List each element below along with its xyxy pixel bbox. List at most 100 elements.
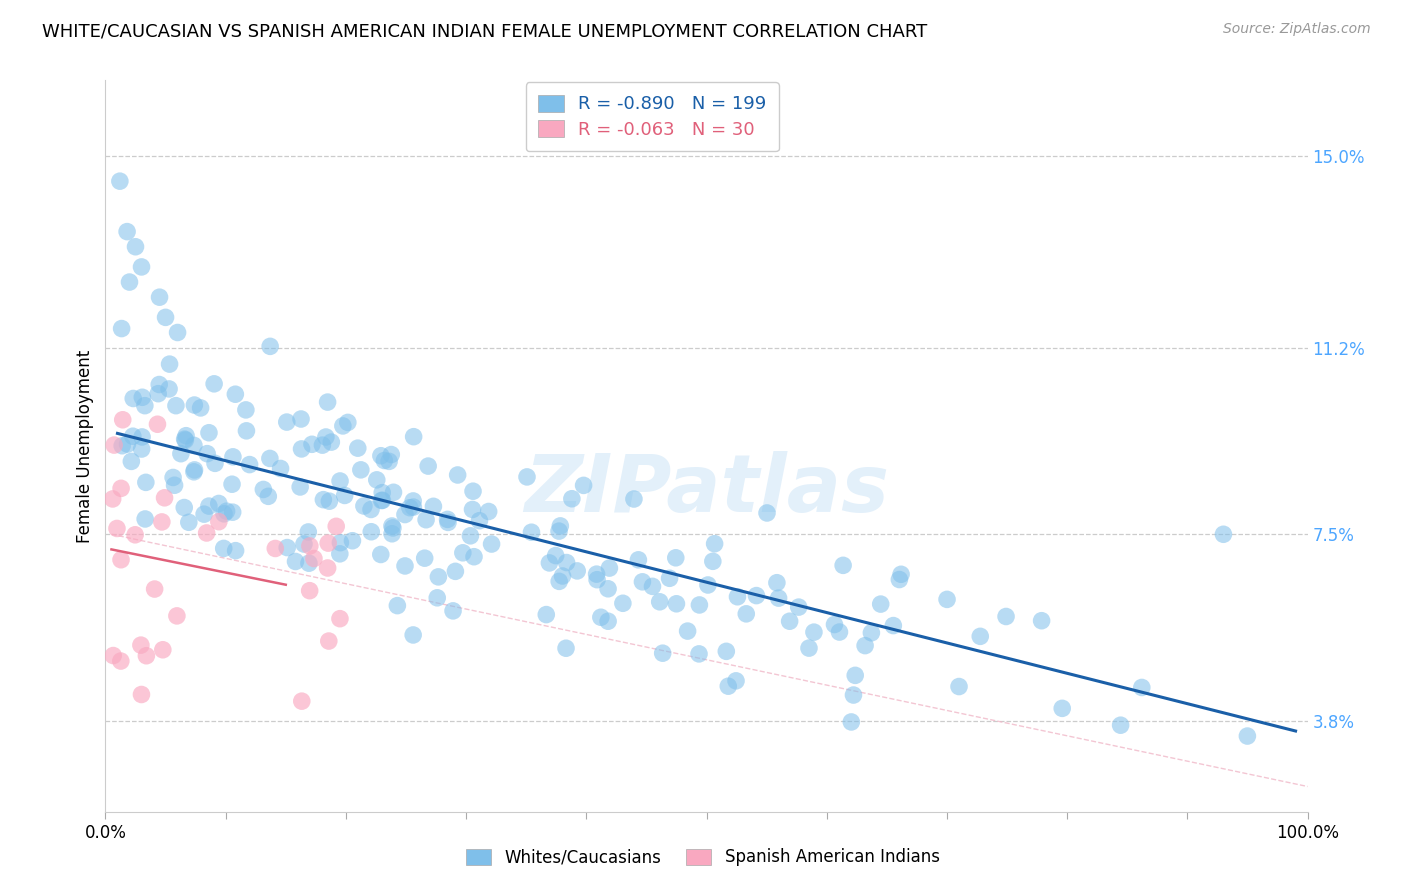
Point xyxy=(333,488,356,502)
Point xyxy=(370,493,392,508)
Point xyxy=(371,493,394,508)
Point xyxy=(221,477,243,491)
Point xyxy=(108,174,131,188)
Point xyxy=(803,625,825,640)
Point xyxy=(422,500,444,514)
Point xyxy=(882,618,904,632)
Point xyxy=(727,590,749,604)
Point xyxy=(146,417,169,432)
Point xyxy=(936,592,959,607)
Point xyxy=(208,515,231,529)
Point xyxy=(415,513,437,527)
Point xyxy=(394,508,416,522)
Point xyxy=(336,416,359,430)
Point xyxy=(208,496,231,510)
Point xyxy=(890,567,912,582)
Point xyxy=(1236,729,1258,743)
Point xyxy=(316,561,339,575)
Point xyxy=(290,412,312,426)
Point xyxy=(745,589,768,603)
Point xyxy=(688,647,710,661)
Point xyxy=(1212,527,1234,541)
Point xyxy=(183,398,205,412)
Point xyxy=(166,608,188,623)
Point xyxy=(697,578,720,592)
Point xyxy=(332,418,354,433)
Point xyxy=(225,543,247,558)
Point xyxy=(135,475,157,490)
Point xyxy=(623,491,645,506)
Point xyxy=(598,614,620,628)
Point xyxy=(381,526,404,541)
Point xyxy=(451,546,474,560)
Point xyxy=(174,428,197,442)
Point xyxy=(155,310,177,325)
Point xyxy=(869,597,891,611)
Point xyxy=(276,415,298,429)
Point xyxy=(111,439,134,453)
Point xyxy=(165,399,187,413)
Text: ZIPatlas: ZIPatlas xyxy=(524,450,889,529)
Point xyxy=(631,574,654,589)
Point xyxy=(148,290,170,304)
Point xyxy=(589,610,612,624)
Point xyxy=(235,424,257,438)
Point xyxy=(550,519,572,533)
Point xyxy=(302,551,325,566)
Point xyxy=(157,382,180,396)
Point xyxy=(544,549,567,563)
Point xyxy=(387,599,409,613)
Point xyxy=(212,541,235,556)
Point xyxy=(561,491,583,506)
Point xyxy=(135,648,157,663)
Point xyxy=(276,541,298,555)
Point xyxy=(797,641,820,656)
Point xyxy=(441,604,464,618)
Point xyxy=(148,386,170,401)
Point xyxy=(536,607,558,622)
Point xyxy=(152,642,174,657)
Point xyxy=(370,449,392,463)
Point xyxy=(717,679,740,693)
Point xyxy=(316,395,339,409)
Point xyxy=(585,567,607,582)
Point xyxy=(353,499,375,513)
Point xyxy=(153,491,176,505)
Point xyxy=(183,463,205,477)
Point xyxy=(463,549,485,564)
Point xyxy=(598,561,620,575)
Point xyxy=(716,644,738,658)
Point xyxy=(329,612,352,626)
Point xyxy=(381,521,404,535)
Point xyxy=(163,478,186,492)
Point xyxy=(224,387,246,401)
Point xyxy=(641,579,664,593)
Point xyxy=(110,321,132,335)
Point xyxy=(969,629,991,643)
Point xyxy=(779,614,801,628)
Point xyxy=(948,680,970,694)
Point xyxy=(648,595,671,609)
Point xyxy=(702,554,724,568)
Point xyxy=(418,459,440,474)
Point xyxy=(380,448,402,462)
Point xyxy=(131,688,153,702)
Point xyxy=(193,507,215,521)
Point xyxy=(787,600,810,615)
Point xyxy=(828,625,851,640)
Point xyxy=(844,668,866,682)
Point xyxy=(115,225,138,239)
Point xyxy=(143,582,166,596)
Point xyxy=(402,430,425,444)
Point xyxy=(101,491,124,506)
Point xyxy=(548,574,571,589)
Point xyxy=(110,481,132,495)
Point xyxy=(118,275,141,289)
Point xyxy=(162,470,184,484)
Point xyxy=(1050,701,1073,715)
Point xyxy=(853,639,876,653)
Point xyxy=(402,500,425,514)
Point xyxy=(329,535,352,549)
Point xyxy=(134,399,156,413)
Point xyxy=(378,454,401,468)
